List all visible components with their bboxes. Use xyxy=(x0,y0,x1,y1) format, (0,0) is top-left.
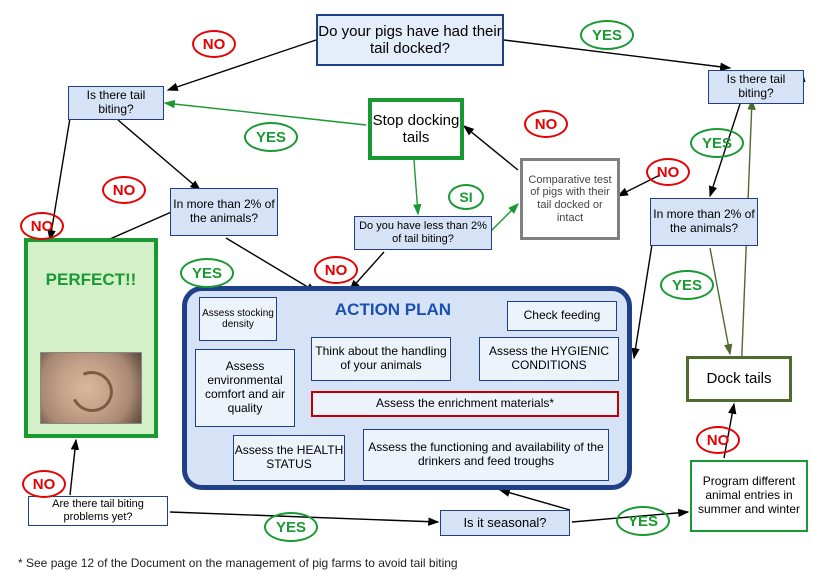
node-label: Dock tails xyxy=(706,370,771,387)
label-yes: YES xyxy=(690,128,744,158)
node-label: Assess the enrichment materials* xyxy=(376,397,554,411)
node-label: Stop docking tails xyxy=(372,112,460,147)
label-yes: YES xyxy=(264,512,318,542)
label-yes: YES xyxy=(180,258,234,288)
footnote: * See page 12 of the Document on the man… xyxy=(18,556,458,570)
node-label: Is there tail biting? xyxy=(709,73,803,101)
node-label: PERFECT!! xyxy=(46,270,137,290)
node-label: Are there tail biting problems yet? xyxy=(29,498,167,523)
node-label: Do you have less than 2% of tail biting? xyxy=(355,220,491,245)
node-label: In more than 2% of the animals? xyxy=(171,198,277,226)
ap-enrichment: Assess the enrichment materials* xyxy=(311,391,619,417)
node-tail-docked: Do your pigs have had their tail docked? xyxy=(316,14,504,66)
label-no: NO xyxy=(192,30,236,58)
node-label: Assess the functioning and availability … xyxy=(364,441,608,469)
label-no: NO xyxy=(524,110,568,138)
ap-hygienic: Assess the HYGIENIC CONDITIONS xyxy=(479,337,619,381)
node-label: Program different animal entries in summ… xyxy=(692,475,806,516)
label-si: SI xyxy=(448,184,484,210)
action-plan-title: ACTION PLAN xyxy=(303,297,483,323)
node-label: In more than 2% of the animals? xyxy=(651,208,757,236)
node-label: Is it seasonal? xyxy=(463,516,546,531)
node-biting-right: Is there tail biting? xyxy=(708,70,804,104)
ap-feeding: Check feeding xyxy=(507,301,617,331)
node-dock-tails: Dock tails xyxy=(686,356,792,402)
node-stop-docking: Stop docking tails xyxy=(368,98,464,160)
node-problems-yet: Are there tail biting problems yet? xyxy=(28,496,168,526)
label-no: NO xyxy=(20,212,64,240)
node-more2-left: In more than 2% of the animals? xyxy=(170,188,278,236)
action-plan-panel: ACTION PLAN Assess stocking density Chec… xyxy=(182,286,632,490)
node-label: Assess environmental comfort and air qua… xyxy=(196,360,294,415)
node-label: ACTION PLAN xyxy=(335,300,451,320)
node-less2: Do you have less than 2% of tail biting? xyxy=(354,216,492,250)
node-label: Is there tail biting? xyxy=(69,89,163,117)
node-seasonal: Is it seasonal? xyxy=(440,510,570,536)
node-label: Think about the handling of your animals xyxy=(312,345,450,373)
ap-density: Assess stocking density xyxy=(199,297,277,341)
node-label: Do your pigs have had their tail docked? xyxy=(318,23,502,58)
label-yes: YES xyxy=(580,20,634,50)
pig-tail-image xyxy=(40,352,142,424)
footnote-text: * See page 12 of the Document on the man… xyxy=(18,556,458,570)
node-program-entries: Program different animal entries in summ… xyxy=(690,460,808,532)
label-yes: YES xyxy=(244,122,298,152)
node-label: Assess stocking density xyxy=(200,308,276,331)
node-label: Comparative test of pigs with their tail… xyxy=(523,174,617,225)
label-no: NO xyxy=(102,176,146,204)
label-no: NO xyxy=(646,158,690,186)
flowchart-canvas: { "canvas": { "width": 820, "height": 57… xyxy=(0,0,820,579)
node-label: Assess the HYGIENIC CONDITIONS xyxy=(480,345,618,373)
node-more2-right: In more than 2% of the animals? xyxy=(650,198,758,246)
ap-drinkers: Assess the functioning and availability … xyxy=(363,429,609,481)
ap-env: Assess environmental comfort and air qua… xyxy=(195,349,295,427)
label-no: NO xyxy=(696,426,740,454)
label-yes: YES xyxy=(660,270,714,300)
node-label: Assess the HEALTH STATUS xyxy=(234,444,344,472)
ap-health: Assess the HEALTH STATUS xyxy=(233,435,345,481)
node-biting-left: Is there tail biting? xyxy=(68,86,164,120)
label-yes: YES xyxy=(616,506,670,536)
ap-handling: Think about the handling of your animals xyxy=(311,337,451,381)
node-comparative-test: Comparative test of pigs with their tail… xyxy=(520,158,620,240)
label-no: NO xyxy=(314,256,358,284)
label-no: NO xyxy=(22,470,66,498)
node-label: Check feeding xyxy=(524,309,601,323)
